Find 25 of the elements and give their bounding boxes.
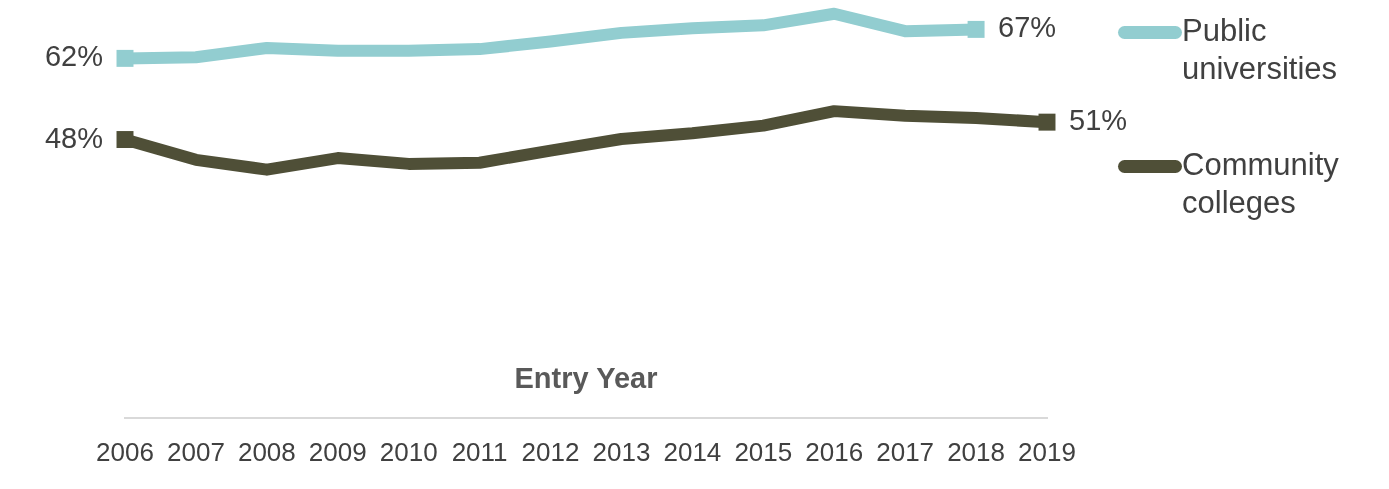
legend-label: Public universities [1182, 12, 1339, 88]
data-label: 62% [44, 40, 103, 73]
x-tick-label: 2012 [521, 436, 580, 467]
x-tick-label: 2011 [451, 436, 508, 467]
x-tick-label: 2015 [734, 436, 793, 467]
data-label: 51% [1069, 104, 1128, 137]
x-tick-label: 2008 [237, 436, 296, 467]
x-tick-label: 2016 [805, 436, 864, 467]
x-tick-label: 2014 [663, 436, 722, 467]
point [116, 49, 134, 67]
x-tick-label: 2019 [1018, 436, 1076, 467]
x-tick-label: 2009 [308, 436, 367, 467]
x-tick-label: 2018 [947, 436, 1005, 467]
legend-label: Community colleges [1182, 146, 1340, 222]
data-label: 48% [44, 121, 103, 154]
x-axis-title: Entry Year [514, 361, 658, 394]
x-tick-label: 2010 [379, 436, 438, 467]
point [116, 131, 134, 149]
point [967, 20, 985, 38]
data-label: 67% [998, 11, 1057, 44]
point [1038, 113, 1056, 131]
x-tick-label: 2017 [876, 436, 935, 467]
x-tick-label: 2006 [96, 436, 154, 467]
x-tick-label: 2007 [167, 436, 225, 467]
x-tick-label: 2013 [592, 436, 651, 467]
